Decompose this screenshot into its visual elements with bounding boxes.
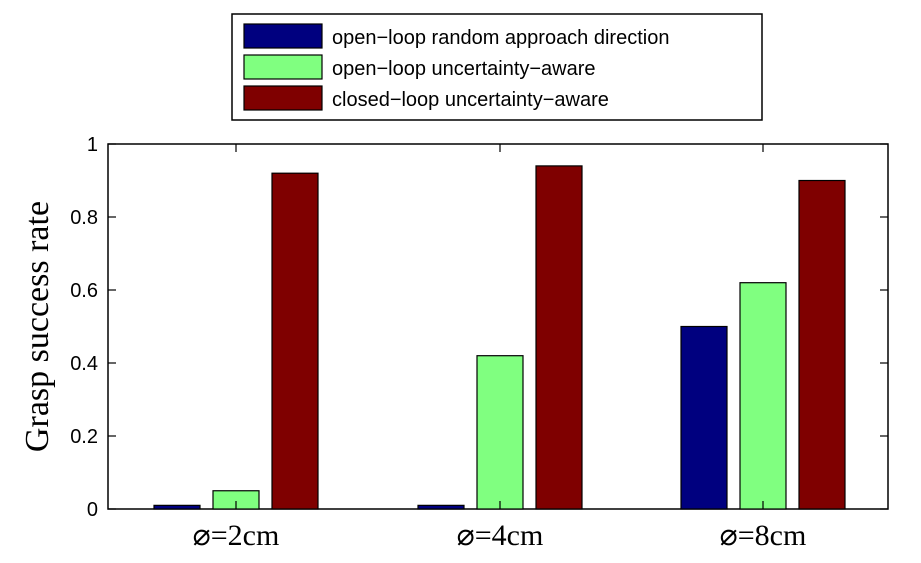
bar (271, 172, 319, 510)
bar (739, 282, 787, 510)
legend-label: open−loop uncertainty−aware (332, 58, 596, 80)
x-tick-label: ⌀=4cm (457, 519, 544, 552)
legend-label: open−loop random approach direction (332, 27, 669, 49)
x-axis-ticks: ⌀=2cm ⌀=4cm ⌀=8cm (193, 144, 807, 552)
legend-swatch (243, 54, 323, 80)
y-tick-label: 0.8 (70, 207, 98, 229)
y-tick-label: 0.4 (70, 353, 98, 375)
bar (680, 325, 728, 510)
y-axis-ticks: 0 0.2 0.4 0.6 0.8 1 (70, 134, 888, 521)
y-tick-label: 0.2 (70, 426, 98, 448)
bar (476, 355, 524, 510)
y-axis-label: Grasp success rate (19, 201, 56, 452)
bar (417, 504, 465, 510)
bar (798, 179, 846, 510)
x-tick-label: ⌀=8cm (720, 519, 807, 552)
bars (153, 165, 846, 510)
y-tick-label: 0.6 (70, 280, 98, 302)
bar (153, 504, 201, 510)
legend-swatch (243, 85, 323, 111)
y-tick-label: 0 (87, 499, 98, 521)
legend: open−loop random approach direction open−… (231, 13, 763, 121)
x-tick-label: ⌀=2cm (193, 519, 280, 552)
bar (535, 165, 583, 510)
legend-label: closed−loop uncertainty−aware (332, 89, 609, 111)
legend-swatch (243, 23, 323, 49)
y-tick-label: 1 (87, 134, 98, 156)
